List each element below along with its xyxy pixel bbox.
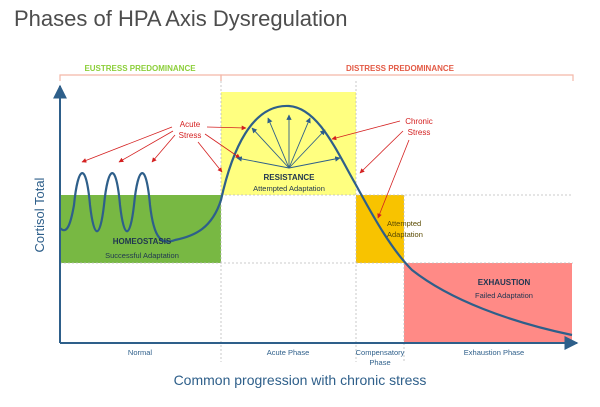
- homeostasis-title: HOMEOSTASIS: [113, 237, 172, 246]
- acute-stress-line1: Acute: [180, 120, 201, 129]
- distress-bracket: DISTRESS PREDOMINANCE: [220, 64, 574, 81]
- phase-compensatory-line1: Compensatory: [356, 348, 405, 357]
- x-axis-label: Common progression with chronic stress: [173, 372, 427, 388]
- resistance-title: RESISTANCE: [264, 173, 316, 182]
- exhaustion-title: EXHAUSTION: [478, 278, 531, 287]
- phase-acute: Acute Phase: [267, 348, 310, 357]
- compensatory-line1: Attempted: [387, 219, 421, 228]
- homeostasis-subtitle: Successful Adaptation: [105, 251, 179, 260]
- chronic-stress-line1: Chronic: [405, 117, 433, 126]
- resistance-arrows: [236, 114, 341, 169]
- y-axis-label: Cortisol Total: [32, 177, 47, 252]
- distress-label: DISTRESS PREDOMINANCE: [346, 64, 455, 73]
- chronic-stress-arrows: [331, 120, 410, 219]
- resistance-subtitle: Attempted Adaptation: [253, 184, 325, 193]
- acute-stress-line2: Stress: [179, 131, 202, 140]
- phase-normal: Normal: [128, 348, 153, 357]
- phase-compensatory-line2: Phase: [369, 358, 390, 367]
- eustress-bracket: EUSTRESS PREDOMINANCE: [59, 64, 222, 81]
- homeostasis-box: [60, 195, 221, 263]
- acute-stress-arrows: [81, 125, 247, 173]
- cortisol-curve: [59, 104, 573, 337]
- exhaustion-subtitle: Failed Adaptation: [475, 291, 533, 300]
- page-title: Phases of HPA Axis Dysregulation: [14, 6, 348, 31]
- phase-exhaustion: Exhaustion Phase: [464, 348, 524, 357]
- compensatory-line2: Adaptation: [387, 230, 423, 239]
- eustress-label: EUSTRESS PREDOMINANCE: [84, 64, 196, 73]
- guide-lines: [60, 81, 573, 362]
- exhaustion-box: [404, 263, 572, 343]
- chronic-stress-line2: Stress: [408, 128, 431, 137]
